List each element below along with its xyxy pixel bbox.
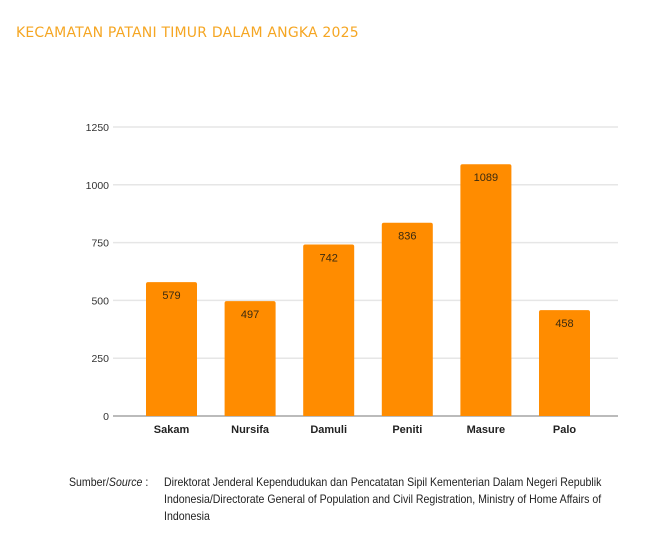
- bar: [303, 244, 355, 416]
- data-label: 836: [398, 231, 416, 243]
- x-tick-label: Damuli: [310, 424, 347, 436]
- bar: [146, 282, 197, 416]
- y-tick-label: 250: [91, 353, 109, 365]
- source-text: Direktorat Jenderal Kependudukan dan Pen…: [164, 475, 602, 523]
- data-label: 579: [162, 290, 180, 302]
- y-tick-label: 750: [91, 238, 109, 250]
- data-label: 458: [555, 318, 573, 330]
- source-label-id: Sumber/: [69, 475, 109, 489]
- x-axis-ticks: Sakam Nursifa Damuli Peniti Masure Palo: [154, 424, 577, 436]
- data-label: 742: [320, 252, 338, 264]
- y-tick-label: 500: [91, 295, 109, 307]
- bars: [146, 164, 590, 416]
- data-label: 1089: [474, 172, 498, 184]
- source-label-en: Source: [108, 475, 143, 489]
- bar-chart: 0 250 500 750 1000 1250 579 497 742 836 1089 458 S…: [86, 122, 618, 436]
- y-tick-label: 1250: [86, 122, 110, 134]
- bar: [460, 164, 512, 416]
- x-tick-label: Peniti: [392, 424, 422, 436]
- source-label: Sumber/Source :: [69, 474, 148, 491]
- data-labels: 579 497 742 836 1089 458: [162, 172, 573, 330]
- data-label: 497: [241, 309, 259, 321]
- bar: [539, 310, 590, 416]
- x-tick-label: Palo: [553, 424, 577, 436]
- page-title: KECAMATAN PATANI TIMUR DALAM ANGKA 2025: [16, 25, 359, 41]
- source-label-sep: :: [142, 475, 149, 489]
- y-tick-label: 0: [103, 411, 109, 423]
- x-tick-label: Sakam: [154, 424, 190, 436]
- gridlines: [113, 126, 618, 417]
- bar: [381, 222, 433, 416]
- y-axis-ticks: 0 250 500 750 1000 1250: [86, 122, 110, 423]
- x-tick-label: Nursifa: [231, 424, 270, 436]
- bar: [224, 301, 276, 416]
- x-tick-label: Masure: [467, 424, 506, 436]
- y-tick-label: 1000: [86, 180, 110, 192]
